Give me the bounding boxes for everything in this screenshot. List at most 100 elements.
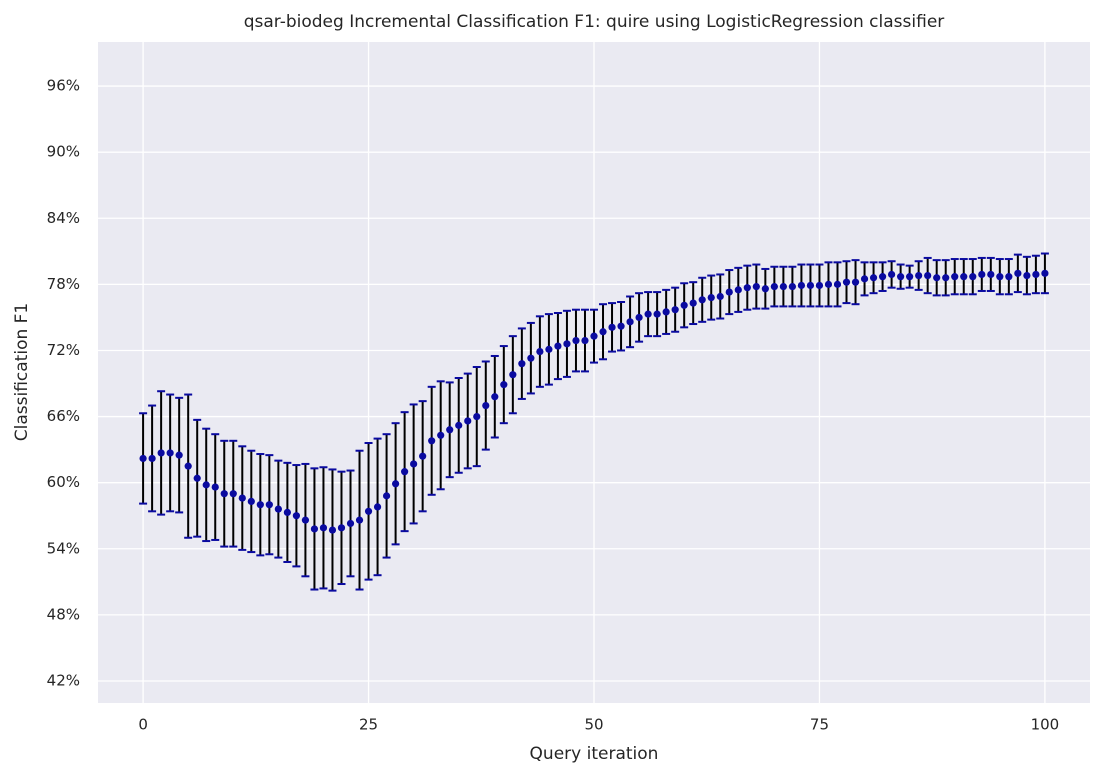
point bbox=[193, 474, 201, 482]
point bbox=[202, 481, 210, 489]
point bbox=[716, 292, 724, 301]
point bbox=[608, 323, 616, 331]
point bbox=[211, 483, 219, 491]
point bbox=[220, 490, 228, 498]
point bbox=[157, 449, 165, 457]
point bbox=[770, 282, 778, 291]
point bbox=[897, 273, 905, 281]
point bbox=[464, 417, 472, 425]
point bbox=[978, 270, 986, 279]
point bbox=[951, 273, 959, 281]
y-axis-label: Classification F1 bbox=[12, 303, 32, 441]
y-tick-label: 48% bbox=[47, 605, 80, 623]
point bbox=[725, 288, 733, 296]
point bbox=[906, 273, 914, 281]
point bbox=[581, 336, 589, 345]
point bbox=[355, 516, 364, 524]
point bbox=[671, 306, 679, 314]
point bbox=[707, 293, 715, 302]
point bbox=[779, 282, 787, 291]
point bbox=[364, 507, 373, 515]
point bbox=[662, 308, 670, 316]
y-tick-label: 66% bbox=[47, 407, 80, 425]
point bbox=[319, 524, 328, 532]
point bbox=[752, 282, 760, 291]
point bbox=[310, 525, 319, 533]
point bbox=[536, 347, 544, 356]
point bbox=[987, 270, 995, 279]
point bbox=[509, 371, 517, 379]
point bbox=[1041, 269, 1049, 277]
point bbox=[1023, 271, 1031, 280]
y-tick-label: 90% bbox=[47, 143, 80, 161]
y-tick-label: 60% bbox=[47, 473, 80, 491]
point bbox=[996, 273, 1004, 281]
point bbox=[572, 336, 580, 345]
point bbox=[184, 462, 192, 470]
x-tick-label: 0 bbox=[138, 716, 148, 734]
point bbox=[833, 280, 842, 288]
point bbox=[969, 273, 977, 281]
point bbox=[455, 421, 463, 429]
x-tick-label: 50 bbox=[584, 716, 603, 734]
point bbox=[373, 503, 382, 511]
point bbox=[824, 280, 833, 288]
point bbox=[473, 412, 481, 421]
x-tick-label: 100 bbox=[1031, 716, 1060, 734]
point bbox=[888, 270, 896, 279]
point bbox=[915, 271, 923, 280]
point bbox=[247, 497, 255, 505]
y-tick-label: 42% bbox=[47, 671, 80, 689]
point bbox=[419, 452, 427, 460]
point bbox=[815, 281, 824, 290]
point bbox=[337, 524, 346, 532]
point bbox=[869, 274, 878, 282]
point bbox=[626, 318, 634, 326]
point bbox=[924, 271, 932, 280]
point bbox=[554, 342, 562, 350]
point bbox=[482, 401, 490, 410]
point bbox=[563, 340, 571, 348]
chart-title: qsar-biodeg Incremental Classification F… bbox=[244, 12, 945, 32]
point bbox=[527, 354, 535, 362]
y-tick-label: 54% bbox=[47, 539, 80, 557]
point bbox=[851, 278, 860, 286]
x-tick-label: 75 bbox=[810, 716, 829, 734]
point bbox=[328, 526, 337, 534]
point bbox=[878, 273, 887, 281]
point bbox=[256, 501, 264, 509]
point bbox=[942, 274, 950, 282]
point bbox=[644, 310, 652, 318]
point bbox=[292, 512, 300, 520]
point bbox=[175, 451, 183, 459]
point bbox=[698, 296, 706, 304]
point bbox=[617, 322, 625, 330]
point bbox=[1005, 273, 1013, 281]
point bbox=[238, 494, 246, 502]
point bbox=[401, 468, 409, 476]
point bbox=[680, 301, 688, 309]
point bbox=[689, 299, 697, 307]
point bbox=[806, 281, 815, 290]
point bbox=[653, 310, 661, 318]
point bbox=[960, 273, 968, 281]
point bbox=[860, 275, 869, 283]
point bbox=[500, 381, 508, 389]
point bbox=[410, 460, 418, 468]
point bbox=[518, 360, 526, 368]
point bbox=[590, 332, 598, 340]
x-axis-label: Query iteration bbox=[530, 744, 659, 764]
point bbox=[933, 274, 941, 282]
point bbox=[743, 284, 751, 292]
point bbox=[382, 492, 391, 500]
point bbox=[635, 313, 643, 322]
point bbox=[229, 490, 237, 498]
point bbox=[139, 454, 147, 463]
point bbox=[734, 286, 742, 294]
point bbox=[148, 454, 156, 463]
point bbox=[761, 285, 769, 293]
y-tick-label: 78% bbox=[47, 275, 80, 293]
point bbox=[265, 501, 273, 509]
